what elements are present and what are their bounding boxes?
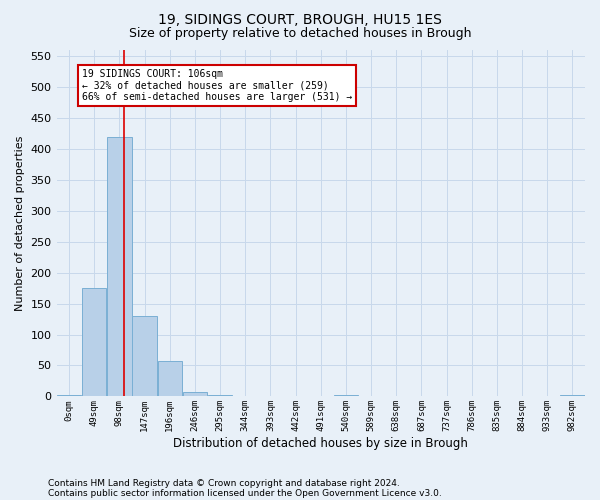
X-axis label: Distribution of detached houses by size in Brough: Distribution of detached houses by size … [173, 437, 468, 450]
Text: 19, SIDINGS COURT, BROUGH, HU15 1ES: 19, SIDINGS COURT, BROUGH, HU15 1ES [158, 12, 442, 26]
Y-axis label: Number of detached properties: Number of detached properties [15, 136, 25, 311]
Bar [57, 394, 82, 396]
Bar [183, 392, 207, 396]
Text: Size of property relative to detached houses in Brough: Size of property relative to detached ho… [129, 28, 471, 40]
Bar [107, 136, 131, 396]
Bar [158, 361, 182, 396]
Text: Contains HM Land Registry data © Crown copyright and database right 2024.: Contains HM Land Registry data © Crown c… [48, 478, 400, 488]
Bar [133, 316, 157, 396]
Bar [560, 394, 584, 396]
Text: 19 SIDINGS COURT: 106sqm
← 32% of detached houses are smaller (259)
66% of semi-: 19 SIDINGS COURT: 106sqm ← 32% of detach… [82, 68, 352, 102]
Bar [334, 394, 358, 396]
Bar [82, 288, 106, 397]
Bar [208, 395, 232, 396]
Text: Contains public sector information licensed under the Open Government Licence v3: Contains public sector information licen… [48, 488, 442, 498]
